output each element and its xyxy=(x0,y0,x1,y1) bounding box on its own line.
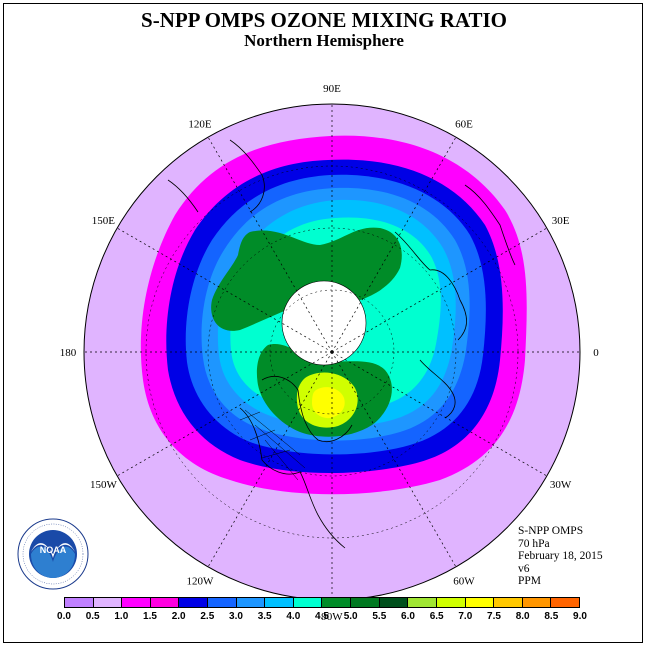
longitude-label: 60E xyxy=(455,118,473,130)
colorbar-swatch xyxy=(322,598,352,607)
colorbar-tick-label: 7.0 xyxy=(458,611,473,622)
colorbar-swatch xyxy=(293,598,323,607)
contour-yellow xyxy=(312,387,345,419)
colorbar-tick-label: 3.0 xyxy=(229,611,243,622)
colorbar xyxy=(64,597,580,608)
state-boundaries xyxy=(239,409,306,481)
colorbar-swatch xyxy=(208,598,237,607)
colorbar-tick-label: 8.5 xyxy=(544,611,559,622)
info-instrument: S-NPP OMPS xyxy=(518,525,584,537)
colorbar-swatch xyxy=(265,598,294,607)
colorbar-swatch xyxy=(436,598,466,607)
longitude-label: 150W xyxy=(90,479,118,491)
colorbar-swatch xyxy=(65,598,94,607)
colorbar-swatch xyxy=(122,598,151,607)
noaa-logo: NOAA xyxy=(17,518,89,590)
colorbar-swatch xyxy=(465,598,495,607)
longitude-label: 30E xyxy=(552,215,570,227)
longitude-label: 90E xyxy=(323,83,341,95)
colorbar-swatch xyxy=(408,598,437,607)
longitude-label: 120E xyxy=(188,118,212,130)
colorbar-tick-label: 3.5 xyxy=(257,611,272,622)
map-subtitle: Northern Hemisphere xyxy=(244,31,404,50)
colorbar-swatch xyxy=(379,598,409,607)
colorbar-swatch xyxy=(522,598,552,607)
longitude-label: 0 xyxy=(593,347,599,359)
info-level: 70 hPa xyxy=(518,537,550,550)
longitude-label: 180 xyxy=(60,347,77,359)
longitude-label: 90W xyxy=(321,611,343,623)
info-block: S-NPP OMPS 70 hPa February 18, 2015 v6 P… xyxy=(518,525,603,588)
colorbar-tick-label: 0.0 xyxy=(57,611,71,622)
meridians xyxy=(84,104,580,600)
colorbar-swatch xyxy=(351,598,380,607)
colorbar-swatch xyxy=(551,598,579,607)
colorbar-tick-label: 2.0 xyxy=(171,611,186,622)
colorbar-tick-label: 5.0 xyxy=(343,611,358,622)
colorbar-swatch xyxy=(236,598,266,607)
colorbar-tick-label: 8.0 xyxy=(515,611,530,622)
colorbar-tick-label: 1.5 xyxy=(143,611,157,622)
colorbar-tick-label: 9.0 xyxy=(573,611,587,622)
colorbar-swatch xyxy=(150,598,180,607)
colorbar-tick-label: 7.5 xyxy=(487,611,501,622)
colorbar-tick-label: 2.5 xyxy=(200,611,215,622)
colorbar-tick-label: 4.5 xyxy=(315,611,329,622)
colorbar-tick-label: 4.0 xyxy=(286,611,301,622)
colorbar-swatch xyxy=(494,598,523,607)
colorbar-ticks: 0.0 0.5 1.0 1.5 2.0 2.5 3.0 3.5 4.0 4.5 5.0 5.5 6.0 6… xyxy=(0,611,648,625)
longitude-label: 30W xyxy=(550,479,572,491)
coastlines xyxy=(167,139,516,549)
longitude-label: 60W xyxy=(453,576,475,588)
longitude-label: 120W xyxy=(187,576,215,588)
info-date: February 18, 2015 xyxy=(518,550,603,562)
longitude-label: 150E xyxy=(92,215,116,227)
map-title: S-NPP OMPS OZONE MIXING RATIO xyxy=(141,8,507,32)
colorbar-tick-label: 5.5 xyxy=(372,611,387,622)
colorbar-swatch xyxy=(179,598,209,607)
polar-night-region xyxy=(281,280,367,366)
colorbar-tick-label: 0.5 xyxy=(85,611,100,622)
colorbar-tick-label: 6.0 xyxy=(401,611,415,622)
info-units: PPM xyxy=(518,575,542,587)
info-version: v6 xyxy=(518,562,530,575)
colorbar-tick-label: 1.0 xyxy=(114,611,129,622)
colorbar-tick-label: 6.5 xyxy=(429,611,444,622)
logo-text: NOAA xyxy=(40,545,67,555)
contour-green-north xyxy=(211,227,402,331)
colorbar-swatch xyxy=(93,598,123,607)
latitude-circles xyxy=(145,165,519,539)
longitude-labels: 90E 60E 30E 0 30W 60W 90W 120W 150W 180 150E 120E xyxy=(60,83,600,623)
